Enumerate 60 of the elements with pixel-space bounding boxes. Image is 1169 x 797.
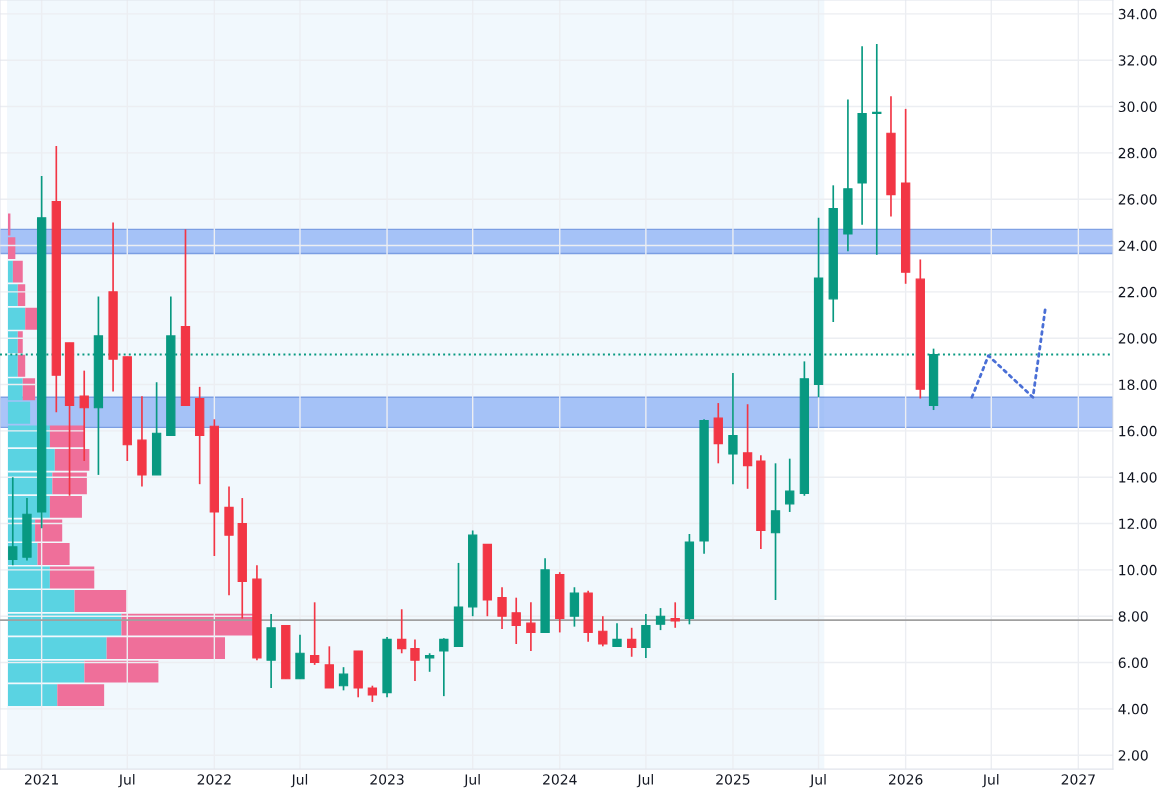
candlestick [641, 613, 651, 659]
x-tick-label: 2021 [24, 774, 59, 785]
x-tick-label: Jul [636, 773, 653, 788]
candlestick [497, 586, 507, 630]
candlestick [612, 622, 622, 648]
y-tick-label: 2.00 [1118, 750, 1148, 761]
candlestick [410, 638, 420, 682]
x-tick-label: Jul [982, 773, 999, 788]
y-tick-label: 18.00 [1119, 379, 1157, 391]
bar [7, 590, 75, 612]
y-tick-label: 32.00 [1118, 55, 1157, 66]
y-tick-label: 16.00 [1119, 425, 1157, 437]
candlestick [511, 596, 521, 645]
x-tick-label: 2022 [197, 774, 231, 785]
y-tick-label: 22.00 [1118, 286, 1157, 298]
y-tick-label: 12.00 [1119, 518, 1157, 530]
x-tick-label: 2025 [716, 774, 750, 785]
y-tick-label: 10.00 [1119, 564, 1157, 576]
x-tick-label: 2023 [370, 774, 404, 785]
bar [74, 590, 127, 612]
candlestick [670, 601, 680, 629]
x-tick-label: 2024 [543, 774, 577, 785]
y-tick-label: 8.00 [1118, 611, 1148, 622]
x-tick-label: Jul [809, 773, 826, 788]
bar [37, 543, 70, 565]
x-tick-label: 2026 [888, 774, 923, 785]
candlestick [770, 462, 781, 601]
y-tick-label: 34.00 [1118, 8, 1157, 20]
y-tick-label: 26.00 [1118, 194, 1157, 205]
candlestick [397, 608, 407, 655]
y-tick-label: 28.00 [1118, 147, 1157, 159]
x-tick-label: Jul [290, 773, 308, 788]
x-tick-label: Jul [463, 773, 480, 788]
candlestick [872, 43, 882, 256]
candlestick [324, 645, 334, 689]
y-tick-label: 30.00 [1118, 101, 1157, 113]
candlestick [424, 652, 435, 673]
candlestick [569, 586, 580, 628]
candlestick [338, 666, 349, 692]
candlestick [8, 476, 18, 567]
bar [17, 331, 23, 354]
candlestick [526, 601, 536, 652]
y-tick-label: 24.00 [1118, 240, 1157, 252]
candlestick [655, 607, 666, 631]
y-tick-label: 6.00 [1118, 657, 1148, 669]
candlestick [627, 626, 637, 658]
candlestick [598, 615, 608, 648]
y-tick-label: 4.00 [1118, 703, 1148, 715]
bar [49, 495, 82, 518]
y-tick-label: 20.00 [1118, 333, 1157, 344]
candlestick [309, 601, 320, 666]
candlestick [742, 403, 753, 490]
candlestick [79, 369, 89, 462]
candlestick [439, 637, 449, 697]
candlestick [728, 372, 738, 486]
y-tick-label: 14.00 [1119, 472, 1157, 483]
bar [25, 307, 38, 330]
x-tick-label: 2027 [1061, 774, 1095, 785]
candlestick [785, 457, 795, 513]
x-tick-label: Jul [118, 773, 135, 788]
